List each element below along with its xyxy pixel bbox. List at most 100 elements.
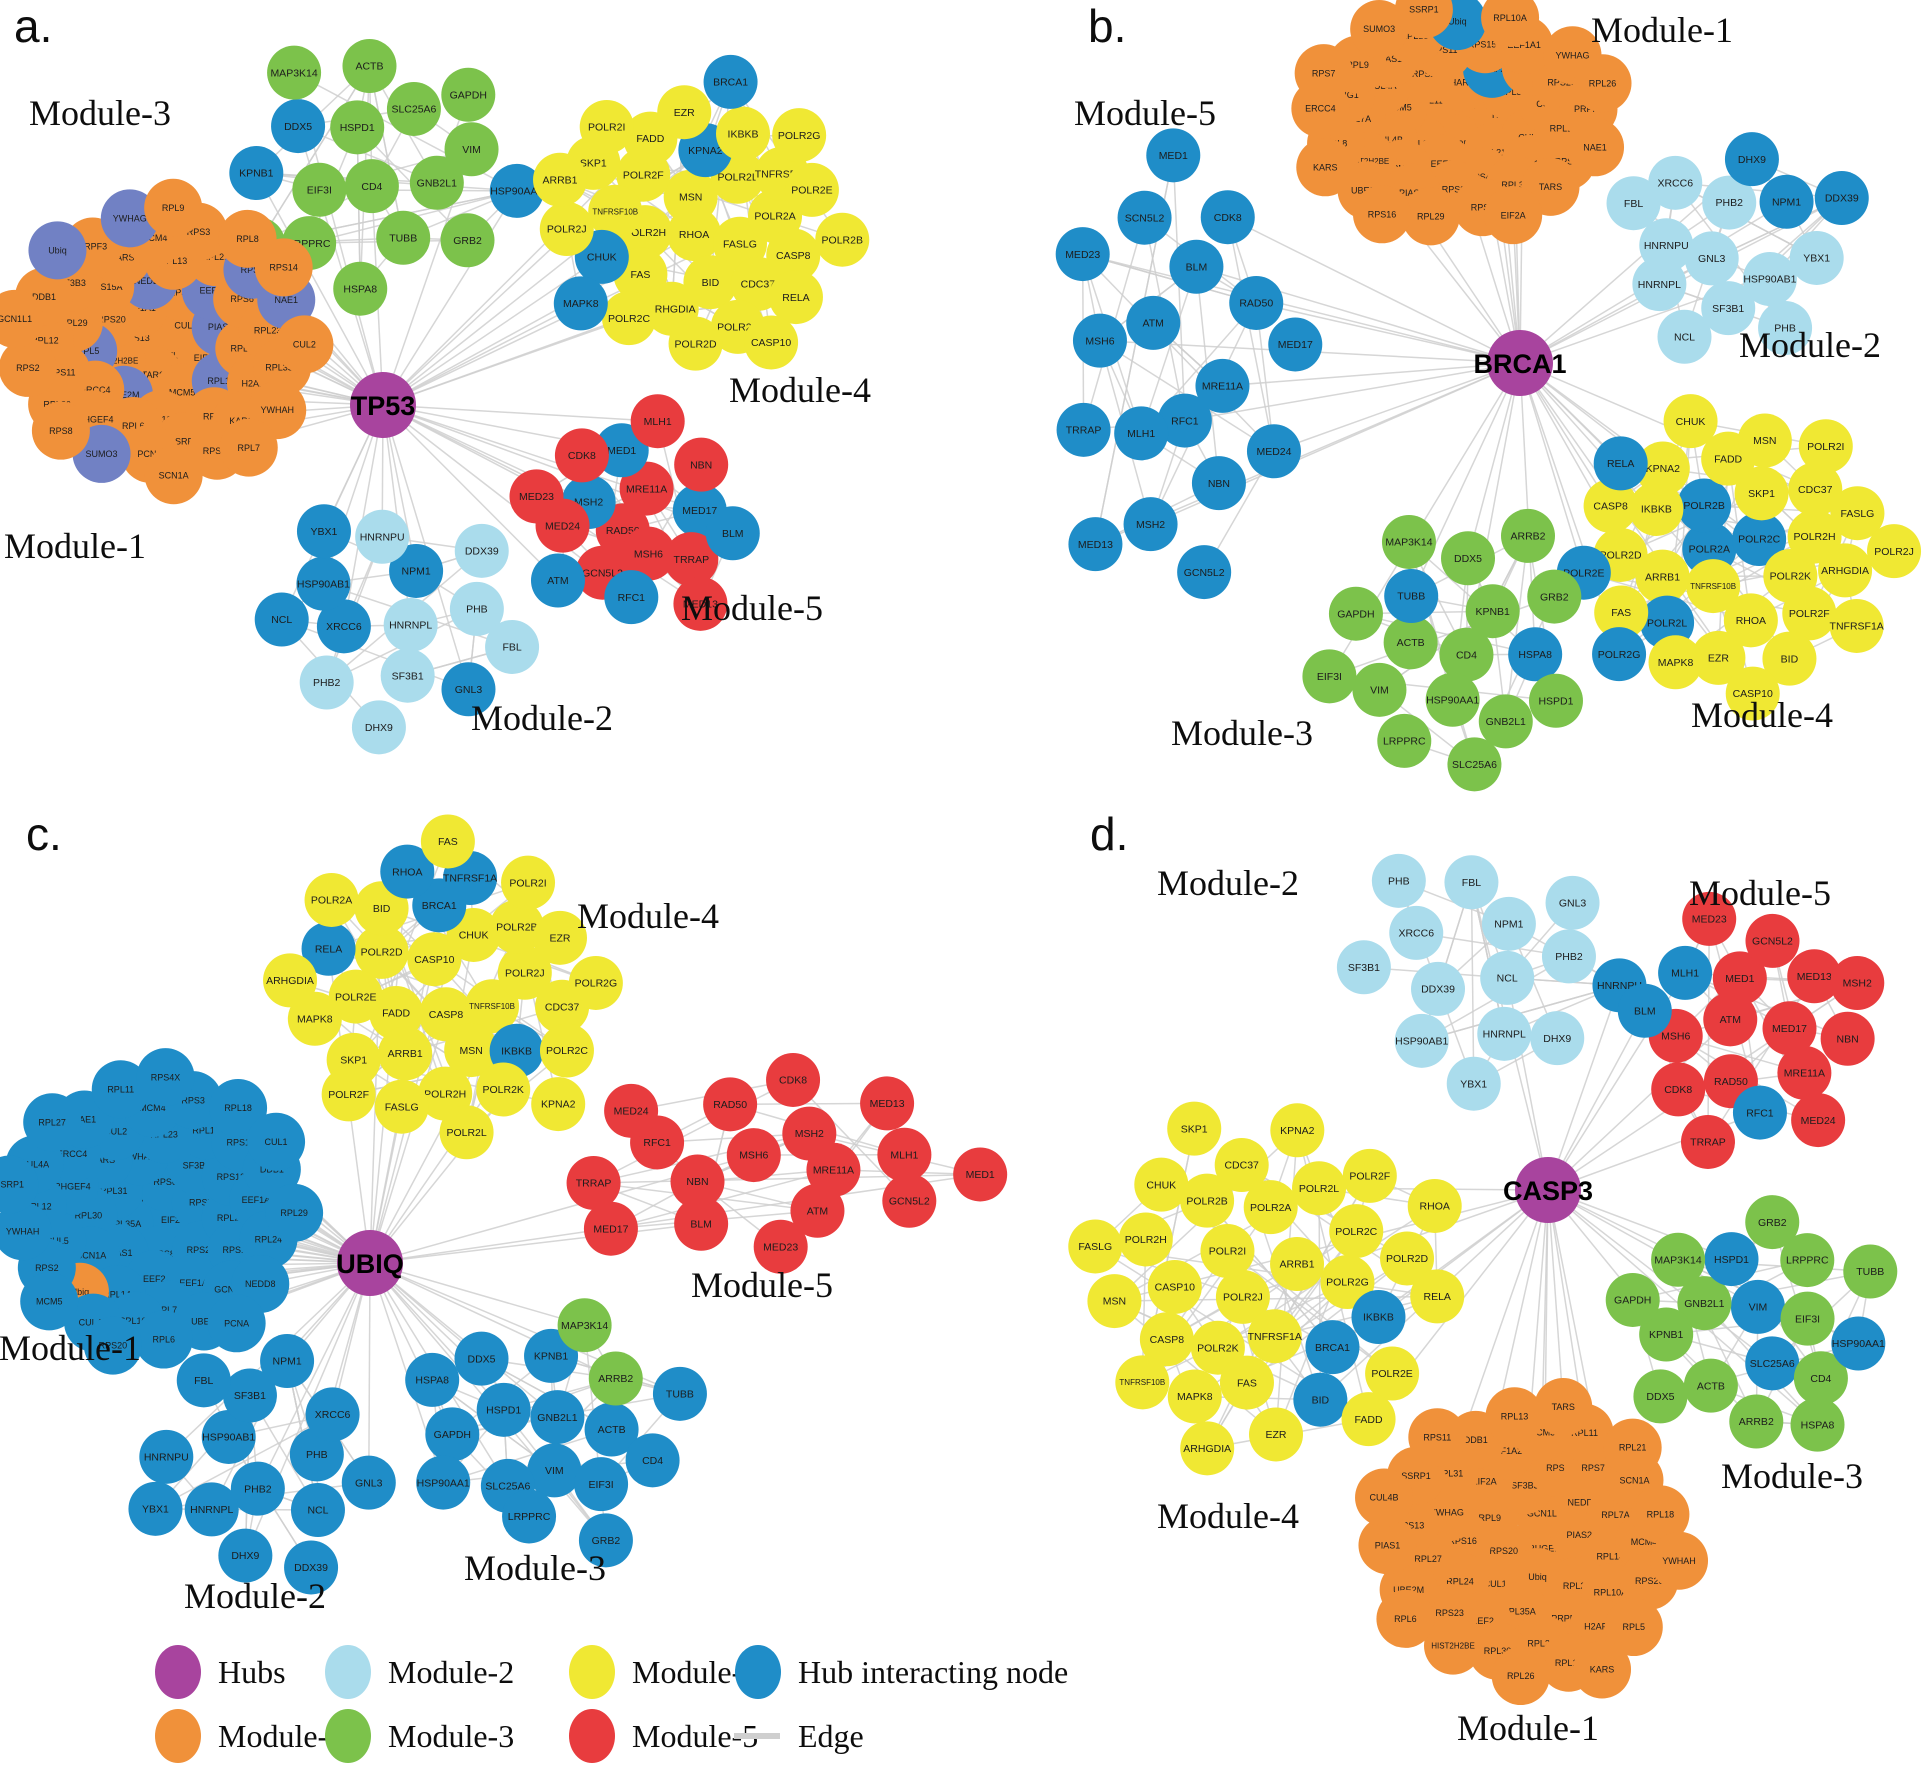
node-circle <box>1446 1056 1501 1111</box>
node-circle <box>1200 1224 1255 1279</box>
node-label: SLC25A6 <box>1452 759 1497 771</box>
hub-label: BRCA1 <box>1473 349 1566 379</box>
node-circle <box>664 532 719 587</box>
edge <box>1082 253 1257 304</box>
node-DDX39: DDX39 <box>454 523 509 578</box>
node-circle <box>703 1077 758 1132</box>
legend-swatch <box>155 1645 201 1699</box>
node-circle <box>354 924 409 979</box>
node-XRCC6: XRCC6 <box>1648 155 1703 210</box>
node-label: POLR2I <box>1209 1246 1246 1258</box>
node-HSPA8: HSPA8 <box>1508 627 1563 682</box>
node-ACTB: ACTB <box>342 39 397 94</box>
node-circle <box>1072 313 1127 368</box>
legend: Hubs Module-1 Module-2 Module-3 Module-4 Modu… <box>155 1645 1068 1763</box>
node-MED1: MED1 <box>1712 951 1767 1006</box>
node-SF3B1: SF3B1 <box>1701 281 1756 336</box>
node-circle <box>1329 1204 1384 1259</box>
module-title-b: Module-1 <box>1591 10 1733 50</box>
node-label: MLH1 <box>890 1149 918 1161</box>
node-circle <box>1302 649 1357 704</box>
node-label: HNRNPU <box>1644 240 1689 252</box>
node-label: CUL4B <box>1370 1493 1399 1503</box>
node-label: RPL12 <box>24 1201 52 1211</box>
node-circle <box>1631 1485 1690 1544</box>
node-POLR2E: POLR2E <box>1365 1346 1420 1401</box>
node-label: ERCC4 <box>1305 104 1336 114</box>
node-circle <box>440 213 495 268</box>
node-label: DHX9 <box>1543 1033 1571 1045</box>
node-EIF3I: EIF3I <box>292 162 347 217</box>
edge <box>1355 612 1536 656</box>
node-TARS: TARS <box>1534 1378 1593 1437</box>
legend-label: Hub interacting node <box>798 1654 1068 1690</box>
node-label: GCN1L1 <box>0 314 32 324</box>
node-MSH2: MSH2 <box>1123 497 1178 552</box>
node-POLR2C: POLR2C <box>1329 1204 1384 1259</box>
node-circle <box>579 99 634 154</box>
node-circle <box>1648 155 1703 210</box>
node-circle <box>1657 309 1712 364</box>
legend-swatch <box>325 1645 371 1699</box>
node-CD4: CD4 <box>625 1433 680 1488</box>
node-GNL3: GNL3 <box>1684 231 1739 286</box>
node-label: BID <box>1781 653 1799 665</box>
node-label: FASLG <box>385 1101 419 1113</box>
node-MLH1: MLH1 <box>1658 945 1713 1000</box>
node-circle <box>144 178 203 237</box>
node-label: KPNB1 <box>1649 1329 1684 1341</box>
node-FASLG: FASLG <box>1068 1219 1123 1274</box>
node-circle <box>1663 394 1718 449</box>
node-label: POLR2F <box>623 169 664 181</box>
node-SCN5L2: SCN5L2 <box>1117 190 1172 245</box>
node-YBX1: YBX1 <box>1446 1056 1501 1111</box>
node-MED24: MED24 <box>1246 424 1301 479</box>
node-circle <box>301 921 356 976</box>
node-circle <box>1648 635 1703 690</box>
node-circle <box>136 1048 195 1107</box>
node-YBX1: YBX1 <box>128 1481 183 1536</box>
node-label: RPS8 <box>49 426 73 436</box>
node-circle <box>1831 1316 1886 1371</box>
node-label: RPL30 <box>1484 1646 1512 1656</box>
legend-item: Module-1 <box>155 1709 344 1763</box>
node-circle <box>1351 1290 1406 1345</box>
node-label: POLR2J <box>1874 546 1914 558</box>
node-label: HSPD1 <box>340 122 375 134</box>
node-GNL3: GNL3 <box>1545 875 1600 930</box>
node-label: SSRP1 <box>1409 5 1439 15</box>
node-circle <box>1180 1421 1235 1476</box>
node-label: RPL24 <box>1446 1576 1474 1586</box>
node-label: FBL <box>1624 198 1643 210</box>
node-RELA: RELA <box>1593 436 1648 491</box>
node-EIF2A: EIF2A <box>1484 186 1543 245</box>
node-circle <box>1484 186 1543 245</box>
node-label: XRCC6 <box>1657 177 1693 189</box>
node-label: GNL3 <box>355 1477 383 1489</box>
node-label: POLR2D <box>1386 1253 1428 1265</box>
node-label: NPM1 <box>1772 196 1801 208</box>
node-TUBB: TUBB <box>652 1366 707 1421</box>
hub-UBIQ: UBIQ <box>336 1230 404 1296</box>
node-MLH1: MLH1 <box>630 394 685 449</box>
node-circle <box>1650 1531 1709 1590</box>
node-circle <box>1352 185 1411 244</box>
node-label: EEF1A2 <box>1489 1446 1523 1456</box>
node-BLM: BLM <box>674 1196 729 1251</box>
node-circle <box>333 261 388 316</box>
node-circle <box>1635 549 1690 604</box>
node-label: RPL13 <box>192 1125 220 1135</box>
legend-item: Module-3 <box>325 1709 514 1763</box>
node-label: RELA <box>1424 1291 1451 1303</box>
legend-item: Edge <box>734 1718 864 1754</box>
node-label: TNFRSF10B <box>1119 1378 1165 1387</box>
node-circle <box>299 655 354 710</box>
node-label: CASP10 <box>414 954 454 966</box>
node-label: ARRB2 <box>598 1373 633 1385</box>
node-label: CHUK <box>1146 1179 1176 1191</box>
node-label: MCM5 <box>1529 1427 1556 1437</box>
node-circle <box>1829 598 1884 653</box>
legend-swatch <box>569 1645 615 1699</box>
node-label: NCL <box>1674 331 1695 343</box>
